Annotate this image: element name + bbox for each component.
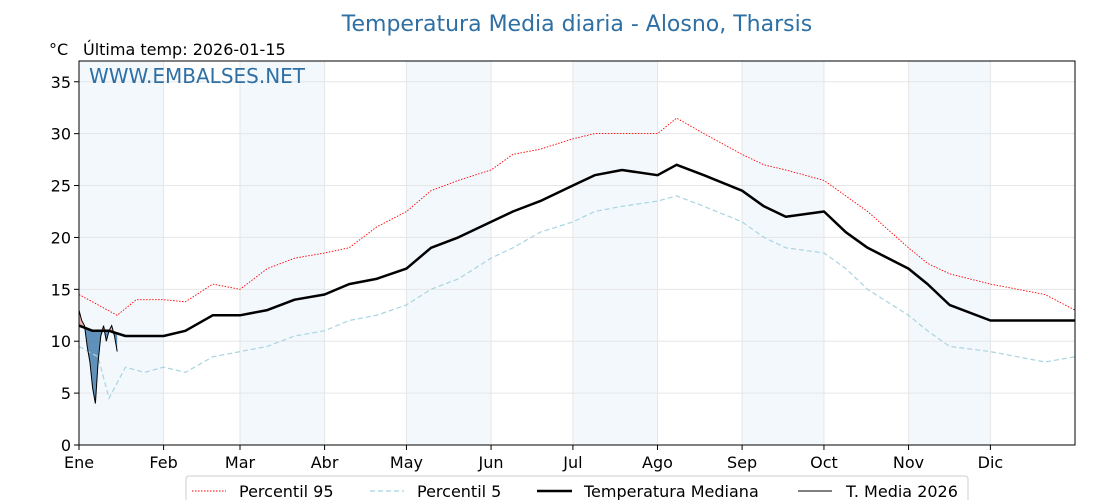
series-line-t-media-2026 [78, 309, 118, 404]
last-temp-subtitle: Última temp: 2026-01-15 [83, 40, 286, 59]
chart-title: Temperatura Media diaria - Alosno, Thars… [341, 12, 812, 37]
x-tick-label-nov: Nov [893, 453, 924, 472]
x-tick-label-oct: Oct [810, 453, 838, 472]
y-tick-label: 20 [51, 228, 71, 247]
series-line-percentil-95 [78, 117, 1076, 316]
y-tick-label: 10 [51, 332, 71, 351]
y-unit-label: °C [49, 40, 68, 59]
month-band-may [406, 61, 492, 445]
month-band-jul [572, 61, 658, 445]
x-tick-label-jul: Jul [562, 453, 582, 472]
month-band-sep [742, 61, 824, 445]
x-tick-label-feb: Feb [149, 453, 177, 472]
month-band-mar [239, 61, 325, 445]
x-tick-label-mar: Mar [225, 453, 256, 472]
y-tick-label: 25 [51, 177, 71, 196]
legend-box [185, 475, 969, 500]
x-tick-label-sep: Sep [727, 453, 757, 472]
watermark: WWW.EMBALSES.NET [89, 64, 306, 88]
y-tick-label: 35 [51, 73, 71, 92]
y-tick-label: 30 [51, 125, 71, 144]
x-tick-label-ago: Ago [642, 453, 673, 472]
series-line-temperatura-mediana [78, 163, 1075, 338]
y-tick-label: 0 [61, 436, 71, 455]
legend-label-median: Temperatura Mediana [583, 482, 759, 500]
x-tick-label-may: May [390, 453, 423, 472]
month-band-ene [79, 61, 164, 445]
legend-label-p5: Percentil 5 [417, 482, 501, 500]
plot-area: 0 5 10 15 20 25 30 35 Ene Feb Mar Abr May Jun Jul Ago Se… [51, 60, 1076, 472]
fill-below-median [79, 325, 118, 404]
x-tick-label-jun: Jun [478, 453, 504, 472]
y-tick-label: 15 [51, 280, 71, 299]
y-tick-label: 5 [61, 384, 71, 403]
x-tick-label-dic: Dic [978, 453, 1004, 472]
series-line-percentil-5 [78, 195, 1076, 400]
legend-label-2026: T. Media 2026 [845, 482, 958, 500]
x-tick-label-abr: Abr [311, 453, 339, 472]
legend: Percentil 95 Percentil 5 Temperatura Med… [185, 475, 969, 500]
axes-frame [78, 60, 1076, 446]
x-tick-label-ene: Ene [64, 453, 94, 472]
legend-label-p95: Percentil 95 [239, 482, 334, 500]
month-band-nov [908, 61, 991, 445]
